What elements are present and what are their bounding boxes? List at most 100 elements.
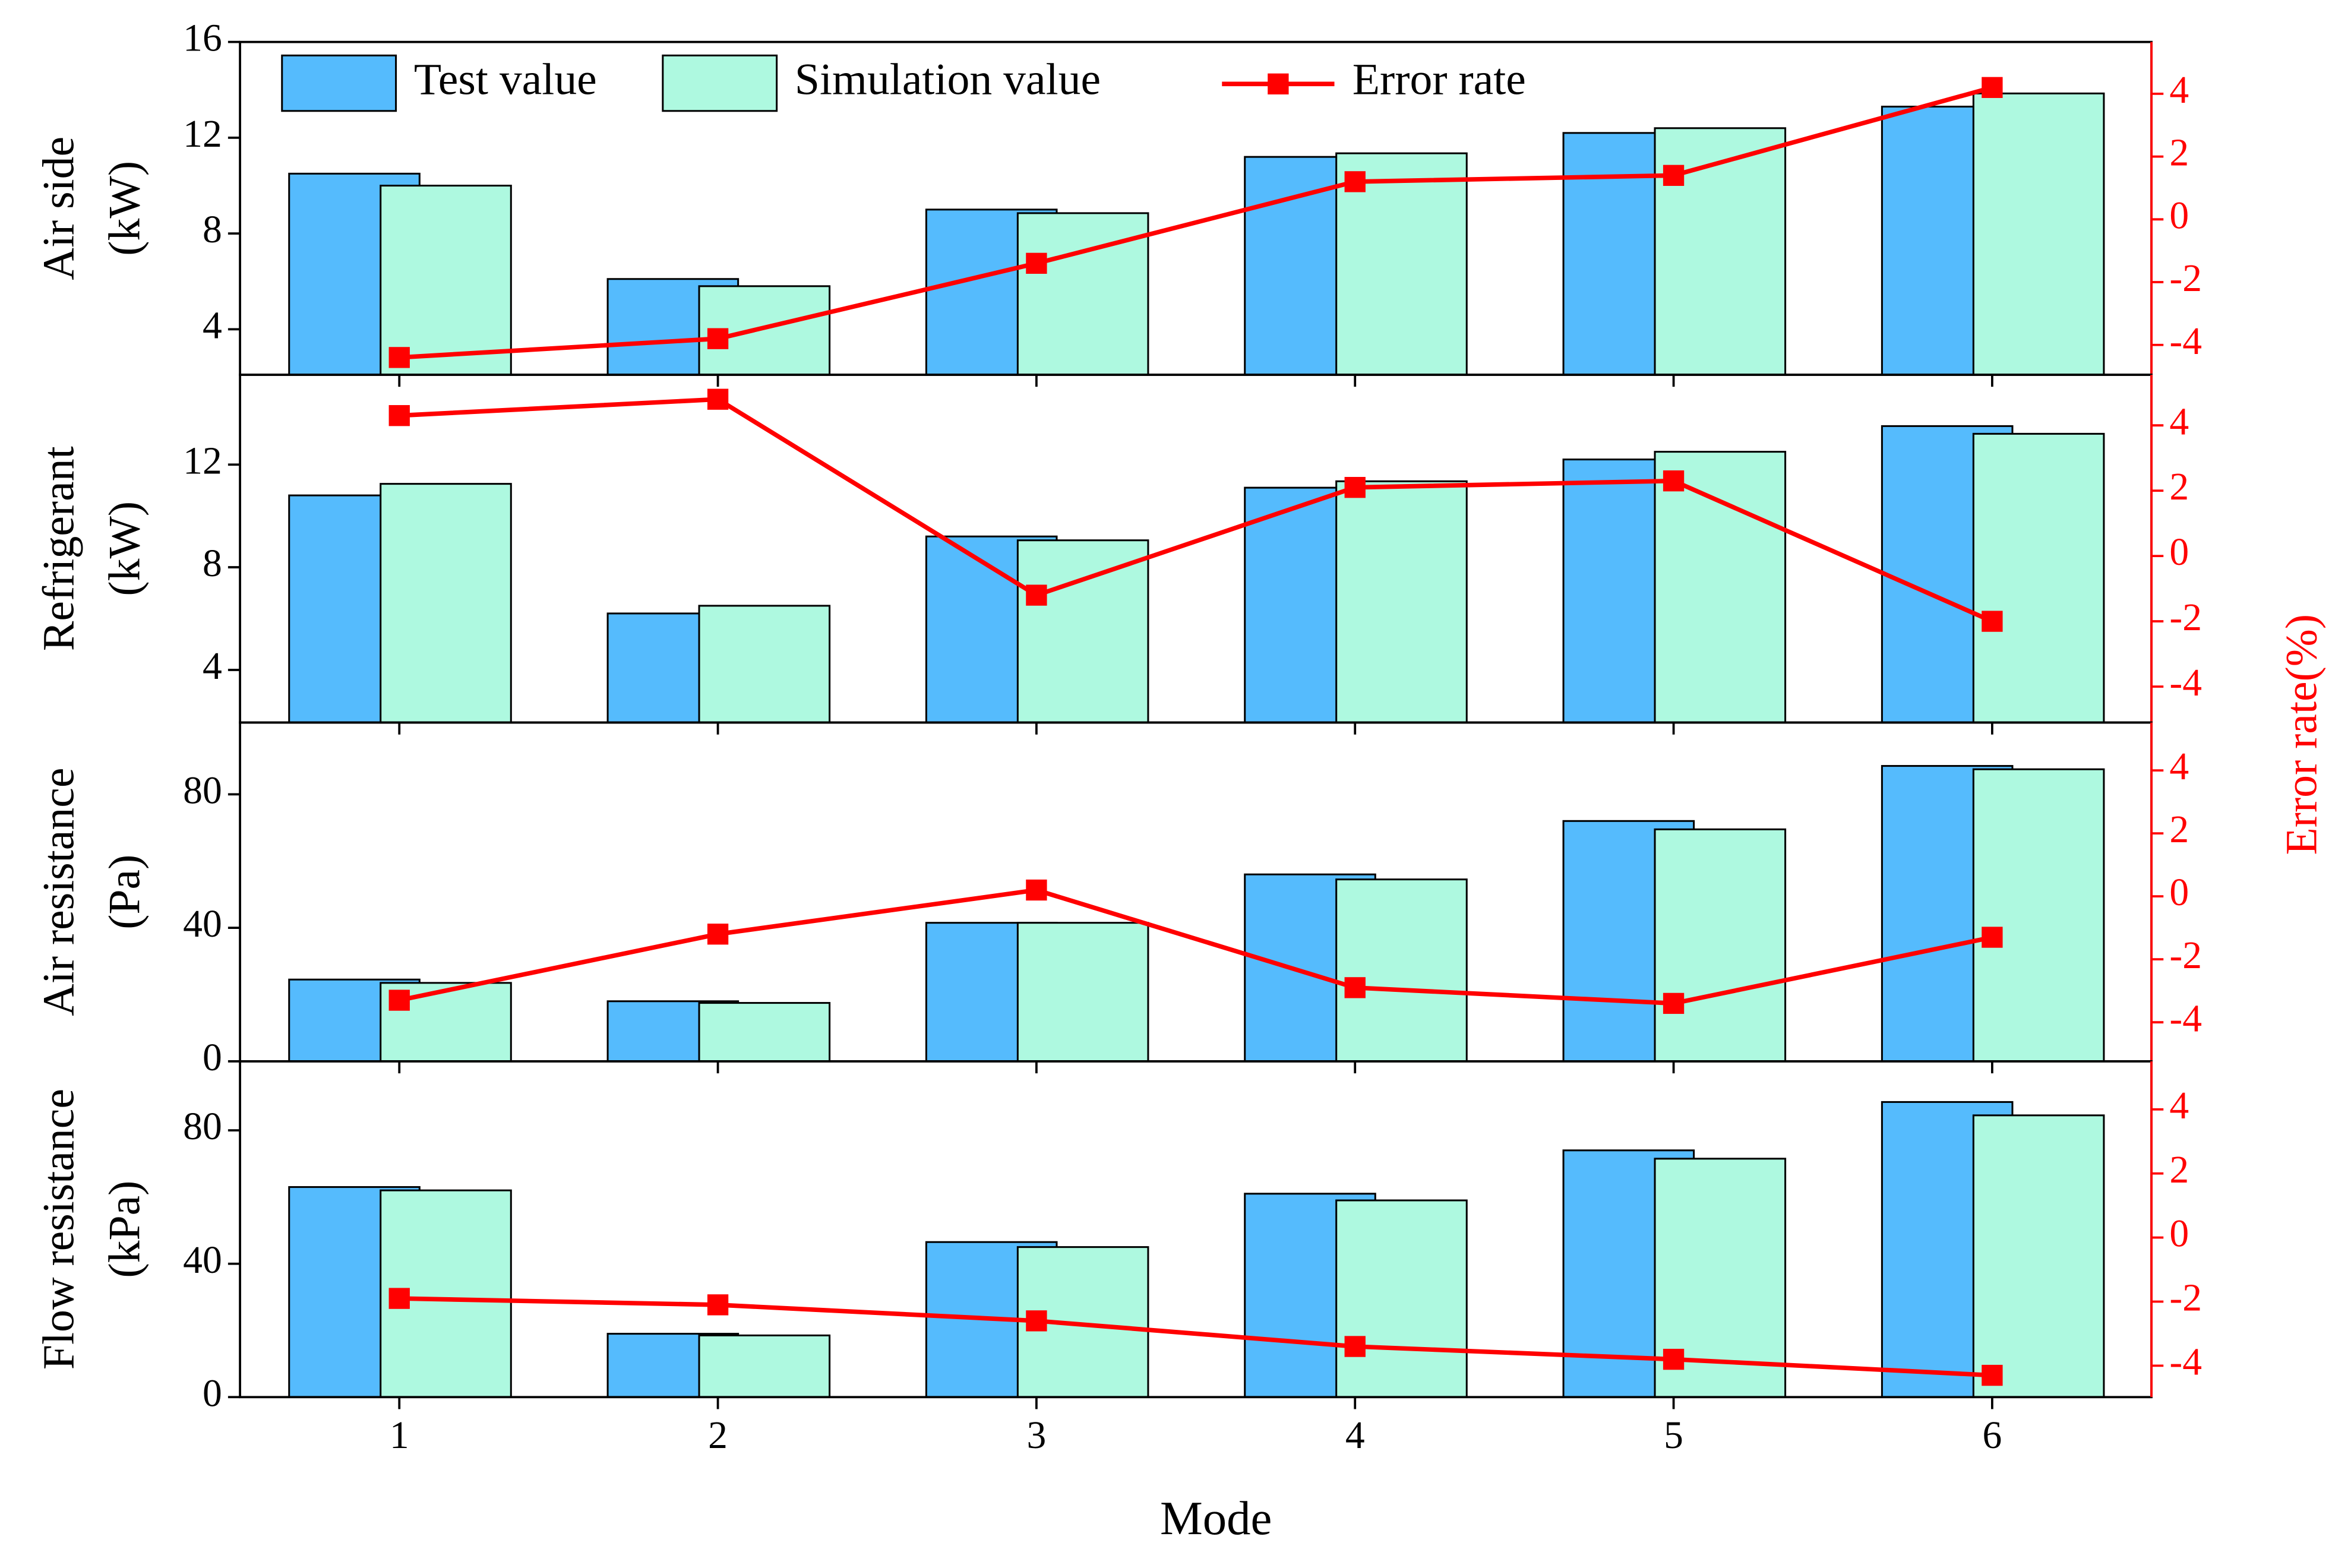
error-marker bbox=[1663, 1348, 1685, 1370]
bar bbox=[1335, 878, 1468, 1063]
bar bbox=[380, 483, 512, 724]
y2-tick-label: 0 bbox=[2169, 194, 2189, 237]
error-line bbox=[399, 397, 1993, 624]
y2-tick-label: -4 bbox=[2169, 320, 2202, 363]
x-tick-label: 5 bbox=[1664, 1414, 1683, 1457]
y2-tick-label: 0 bbox=[2169, 1213, 2189, 1256]
y2-tick-label: -2 bbox=[2169, 257, 2202, 300]
bar bbox=[1654, 828, 1787, 1063]
y-tick-label: 16 bbox=[183, 17, 222, 60]
legend-label: Test value bbox=[414, 55, 597, 105]
y-tick-label: 12 bbox=[183, 113, 222, 156]
error-marker bbox=[1026, 879, 1047, 901]
y2-axis-label: Error rate(%) bbox=[2277, 614, 2326, 855]
error-marker bbox=[1026, 1310, 1047, 1332]
y2-tick-label: -2 bbox=[2169, 934, 2202, 977]
error-line bbox=[399, 887, 1993, 1006]
y2-tick-label: 4 bbox=[2169, 745, 2189, 788]
legend-label: Error rate bbox=[1353, 55, 1526, 105]
y-tick-label: 4 bbox=[203, 645, 222, 688]
error-marker bbox=[707, 388, 729, 410]
bar bbox=[1335, 1199, 1468, 1398]
x-tick-label: 6 bbox=[1982, 1414, 2002, 1457]
bar bbox=[698, 1334, 831, 1398]
y-tick-label: 8 bbox=[203, 542, 222, 585]
error-marker bbox=[388, 1288, 410, 1309]
y-tick-label: 0 bbox=[203, 1036, 222, 1079]
error-marker bbox=[1663, 992, 1685, 1014]
legend-swatch bbox=[281, 54, 397, 112]
error-marker bbox=[1344, 171, 1366, 192]
bar bbox=[698, 1002, 831, 1063]
error-marker bbox=[707, 1294, 729, 1316]
error-line bbox=[399, 1296, 1993, 1378]
bar bbox=[1016, 539, 1149, 724]
y2-tick-label: -4 bbox=[2169, 1341, 2202, 1383]
y2-tick-label: 2 bbox=[2169, 466, 2189, 508]
y-axis-label: (kPa) bbox=[100, 1181, 150, 1278]
bar bbox=[1016, 922, 1149, 1063]
error-marker bbox=[1663, 165, 1685, 186]
error-marker bbox=[1982, 1364, 2003, 1386]
y2-tick-label: -2 bbox=[2169, 596, 2202, 639]
error-marker bbox=[1663, 470, 1685, 492]
y-tick-label: 4 bbox=[203, 304, 222, 347]
y-axis-label: (kW) bbox=[100, 501, 150, 596]
y-tick-label: 80 bbox=[183, 769, 222, 812]
legend-label: Simulation value bbox=[795, 55, 1101, 105]
bar bbox=[1654, 451, 1787, 724]
y2-tick-label: 2 bbox=[2169, 1149, 2189, 1191]
y-axis-label: (Pa) bbox=[100, 855, 150, 930]
y-axis-label: Flow resistance bbox=[34, 1089, 84, 1370]
y-axis-label: Air side bbox=[34, 137, 84, 280]
y-tick-label: 40 bbox=[183, 903, 222, 946]
x-tick-label: 1 bbox=[390, 1414, 409, 1457]
bar bbox=[698, 605, 831, 724]
y2-tick-label: 2 bbox=[2169, 808, 2189, 851]
plot-frame bbox=[239, 721, 2153, 1063]
x-tick-label: 4 bbox=[1345, 1414, 1365, 1457]
y-tick-label: 40 bbox=[183, 1239, 222, 1282]
x-tick-label: 3 bbox=[1027, 1414, 1047, 1457]
y-tick-label: 8 bbox=[203, 208, 222, 251]
error-marker bbox=[1982, 611, 2003, 632]
y2-tick-label: 4 bbox=[2169, 400, 2189, 443]
x-tick-label: 2 bbox=[708, 1414, 728, 1457]
plot-frame bbox=[239, 374, 2153, 724]
y-axis-label: Air resistance bbox=[34, 768, 84, 1016]
y-tick-label: 0 bbox=[203, 1372, 222, 1415]
legend-marker bbox=[1268, 73, 1289, 95]
plot-frame bbox=[239, 1060, 2153, 1399]
error-marker bbox=[1344, 476, 1366, 498]
error-marker bbox=[1026, 584, 1047, 606]
error-marker bbox=[1344, 977, 1366, 998]
y2-tick-label: 4 bbox=[2169, 69, 2189, 112]
error-marker bbox=[1982, 77, 2003, 98]
error-marker bbox=[1982, 927, 2003, 948]
bar bbox=[1972, 1114, 2105, 1398]
bar bbox=[1972, 432, 2105, 724]
error-line bbox=[399, 85, 1993, 360]
y2-tick-label: 0 bbox=[2169, 871, 2189, 914]
legend-swatch bbox=[662, 54, 778, 112]
error-marker bbox=[388, 990, 410, 1011]
bar bbox=[1972, 768, 2105, 1063]
error-marker bbox=[388, 347, 410, 368]
y2-tick-label: 4 bbox=[2169, 1085, 2189, 1127]
y-tick-label: 80 bbox=[183, 1105, 222, 1148]
bar bbox=[1335, 480, 1468, 724]
y-axis-label: Refrigerant bbox=[34, 446, 84, 651]
y2-tick-label: -2 bbox=[2169, 1277, 2202, 1320]
error-marker bbox=[388, 405, 410, 426]
x-axis-label: Mode bbox=[1160, 1492, 1272, 1545]
error-marker bbox=[1026, 252, 1047, 274]
y2-tick-label: -4 bbox=[2169, 997, 2202, 1040]
y2-tick-label: -4 bbox=[2169, 662, 2202, 704]
bar bbox=[1972, 92, 2105, 376]
y-axis-label: (kW) bbox=[100, 161, 150, 256]
y-tick-label: 12 bbox=[183, 440, 222, 482]
error-marker bbox=[1344, 1336, 1366, 1357]
bar bbox=[380, 185, 512, 376]
